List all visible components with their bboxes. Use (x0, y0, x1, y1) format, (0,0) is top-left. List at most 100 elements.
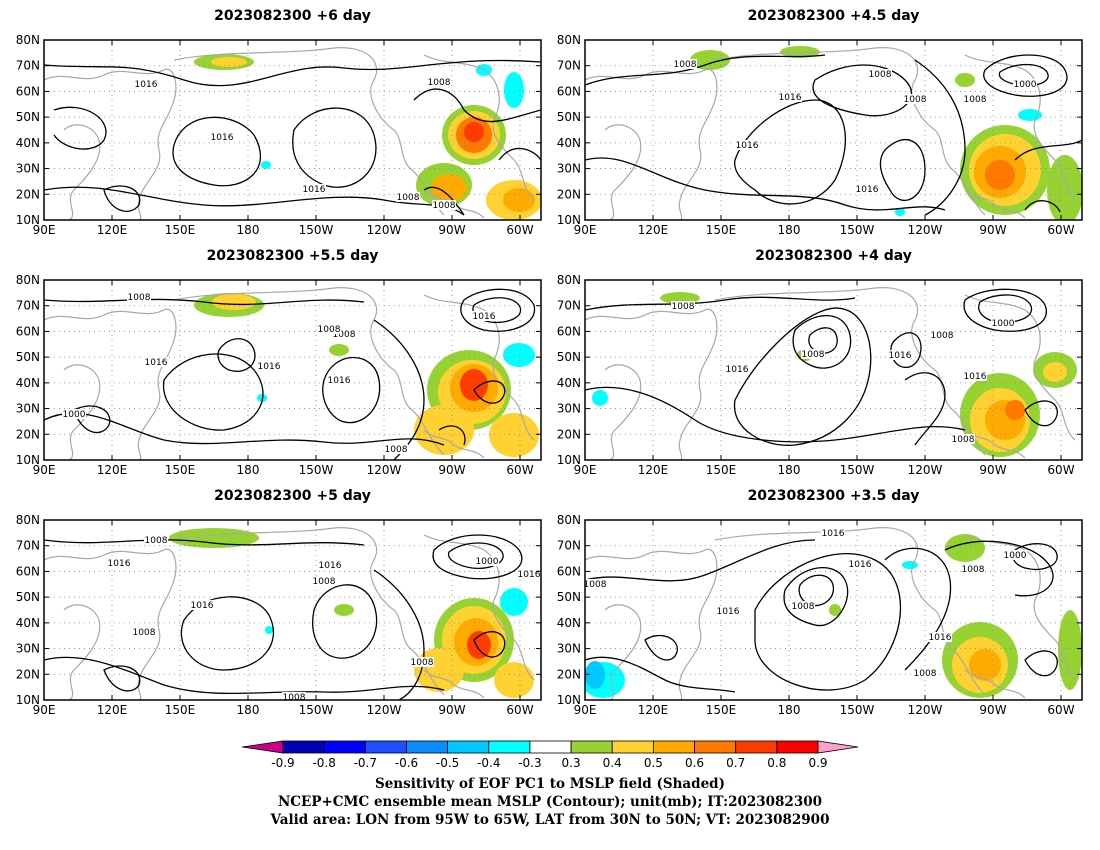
mslp-contour (585, 656, 736, 693)
mslp-contour (44, 59, 541, 87)
colorbar-swatch (529, 740, 572, 754)
contour-label: 1008 (962, 565, 985, 575)
lat-tick-label: 30N (16, 402, 40, 416)
mslp-contour (44, 298, 365, 306)
mslp-contour (808, 327, 838, 354)
coastline (604, 124, 642, 220)
lon-tick-label: 180 (778, 223, 801, 237)
lat-tick-label: 50N (557, 350, 581, 364)
coastline (964, 534, 1076, 681)
colorbar: -0.9 -0.8 -0.7 -0.6 -0.5 -0.4 -0.3 0.3 0.4 0.5 0.6… (241, 740, 859, 770)
colorbar-swatch (282, 740, 325, 754)
lat-tick-label: 10N (16, 213, 40, 227)
panel-title: 2023082300 +4.5 day (748, 8, 920, 24)
sensitivity-shade (780, 46, 820, 58)
contour-label: 1008 (869, 70, 892, 80)
lat-tick-label: 10N (557, 213, 581, 227)
colorbar-swatch (570, 740, 613, 754)
lat-tick-label: 80N (557, 33, 581, 47)
mslp-contour (180, 596, 275, 671)
contour-label-bg (127, 292, 151, 302)
coastline (44, 548, 177, 700)
sensitivity-shade (334, 604, 354, 616)
lat-tick-label: 40N (557, 376, 581, 390)
mslp-contour (1024, 400, 1058, 427)
colorbar-label: 0.9 (808, 756, 827, 770)
lon-tick-label: 120W (908, 223, 943, 237)
contour-label-bg (190, 600, 214, 610)
sensitivity-shade (464, 122, 484, 142)
contour-label-bg (821, 528, 845, 538)
lon-tick-label: 90W (438, 463, 465, 477)
contour-label-bg (317, 324, 341, 334)
contour-label: 1008 (397, 193, 420, 203)
mslp-contour (585, 296, 856, 311)
mslp-contour (754, 553, 902, 691)
mslp-contour (812, 64, 913, 117)
lon-tick-label: 90E (574, 223, 597, 237)
contour-label-bg (903, 94, 927, 104)
coastline (604, 604, 642, 700)
coastline (44, 68, 177, 220)
lat-tick-label: 20N (557, 427, 581, 441)
sensitivity-shade (969, 649, 1001, 681)
contour-label: 1008 (313, 577, 336, 587)
contour-label: 1016 (736, 141, 759, 151)
sensitivity-shade (494, 662, 534, 698)
lon-tick-label: 90E (33, 223, 56, 237)
lon-tick-label: 90E (574, 703, 597, 717)
lat-tick-label: 80N (16, 513, 40, 527)
lat-tick-label: 50N (557, 110, 581, 124)
contour-label: 1000 (992, 319, 1015, 329)
lat-tick-label: 70N (16, 59, 40, 73)
map-panel-6: 2023082300 +3.5 day 1016 1008 1016 1008 1016 1… (557, 488, 1083, 717)
map-frame (584, 279, 1083, 461)
mslp-contour (172, 116, 261, 187)
lon-tick-label: 120E (638, 463, 669, 477)
contour-label: 1016 (822, 529, 845, 539)
contour-label: 1008 (674, 60, 697, 70)
coastline (714, 47, 986, 216)
lon-tick-label: 120W (367, 223, 402, 237)
mslp-contour (944, 540, 1054, 597)
lon-tick-label: 120E (97, 223, 128, 237)
lon-tick-label: 90W (979, 223, 1006, 237)
mslp-contour (44, 412, 445, 446)
lat-tick-label: 70N (557, 539, 581, 553)
caption-line-3: Valid area: LON from 95W to 65W, LAT fro… (270, 812, 830, 828)
contour-label-bg (410, 657, 434, 667)
mslp-contour (473, 631, 506, 658)
contour-label: 1000 (63, 410, 86, 420)
contour-label: 1016 (964, 372, 987, 382)
contour-label: 1008 (433, 201, 456, 211)
coastline (63, 124, 101, 220)
contour-label: 1016 (258, 362, 281, 372)
lon-tick-label: 150E (165, 463, 196, 477)
sensitivity-shade (500, 588, 528, 616)
sensitivity-shade (585, 661, 605, 689)
lat-tick-label: 60N (16, 564, 40, 578)
colorbar-swatch (735, 740, 778, 754)
mslp-contour (585, 539, 816, 582)
mslp-contour (644, 635, 678, 661)
mslp-contour (73, 405, 111, 434)
coastline (173, 527, 445, 696)
lat-tick-label: 30N (557, 162, 581, 176)
contour-label-bg (517, 569, 541, 579)
lat-tick-label: 50N (16, 110, 40, 124)
map-panel-2: 2023082300 +4.5 day 1008 1008 1016 1008 1000 1… (557, 8, 1083, 237)
mslp-contour (914, 59, 966, 216)
panel-title: 2023082300 +5.5 day (207, 248, 379, 264)
mslp-contour (879, 138, 926, 202)
colorbar-label: 0.5 (644, 756, 663, 770)
contour-label: 1016 (328, 376, 351, 386)
contour-label-bg (318, 560, 342, 570)
contour-label: 1016 (135, 80, 158, 90)
caption-line-1: Sensitivity of EOF PC1 to MSLP field (Sh… (374, 776, 726, 792)
contour-label-bg (778, 92, 802, 102)
lon-tick-label: 180 (237, 703, 260, 717)
coastline (423, 54, 535, 201)
mslp-contour (585, 54, 826, 86)
mslp-contour (438, 425, 466, 446)
sensitivity-shade (945, 534, 985, 562)
